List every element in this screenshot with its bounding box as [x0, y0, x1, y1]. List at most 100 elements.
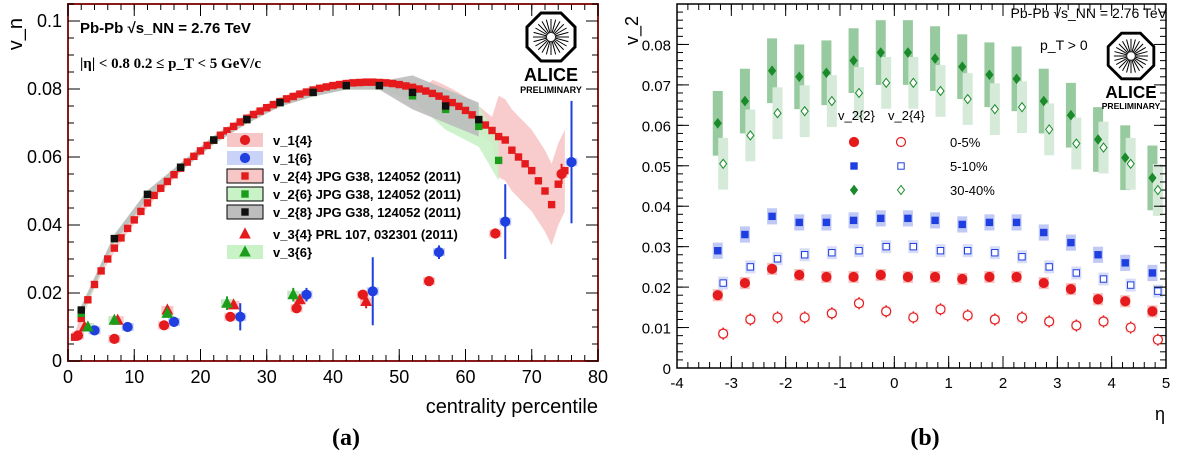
- 30-40-v22-point: [1012, 73, 1021, 85]
- legend-marker-v22: [849, 184, 859, 196]
- v-2-4-jpg-g38-124052-2011-point: [110, 244, 119, 252]
- x-tick-label: 60: [455, 367, 475, 387]
- v-3-4-prl-107-032301-2011-point: [360, 294, 372, 306]
- 5-10-v22-point: [985, 218, 994, 227]
- 5-10-v22-point: [1067, 238, 1075, 247]
- 30-40-v22-point: [822, 67, 831, 79]
- v-2-4-jpg-g38-124052-2011-point: [521, 160, 529, 168]
- v-2-4-jpg-g38-124052-2011-point: [229, 122, 238, 131]
- 0-5-v24-point: [1152, 334, 1163, 345]
- 5-10-v22-point: [795, 218, 803, 227]
- alice-logo-ray: [551, 19, 557, 34]
- v-2-4-jpg-g38-124052-2011-point: [329, 81, 337, 90]
- v-1-6-point: [433, 247, 445, 258]
- alice-logo-ray: [535, 38, 548, 47]
- v-1-4-point: [423, 276, 435, 287]
- legend-label-30-40: 30-40%: [950, 183, 995, 198]
- v-3-6-point: [161, 306, 174, 318]
- 0-5-v22-point: [766, 263, 778, 275]
- alice-logo-ray: [1131, 59, 1136, 73]
- alice-logo-ray: [1118, 43, 1129, 54]
- legend-header-v24: v_2{4}: [888, 108, 926, 123]
- panel-b-header: Pb-Pb √s_NN = 2.76 TeV: [1011, 5, 1168, 21]
- alice-logo-ray: [1126, 59, 1131, 73]
- v-2-4-jpg-g38-124052-2011-point: [508, 146, 516, 154]
- 30-40-v24-point: [990, 103, 999, 115]
- y-tick-label: 0.06: [642, 118, 671, 135]
- v-2-4-jpg-g38-124052-2011-point: [183, 158, 191, 166]
- v-2-4-jpg-g38-124052-2011-point: [130, 216, 138, 224]
- y-tick-label: 0.03: [642, 240, 671, 257]
- v-3-6-point: [221, 296, 233, 308]
- 5-10-v24-point: [882, 242, 890, 251]
- v-2-4-jpg-g38-124052-2011-point: [123, 224, 132, 233]
- legend-marker-v24: [897, 162, 905, 170]
- 5-10-v24-point: [1099, 275, 1108, 283]
- 0-5-v22-point: [1065, 284, 1077, 295]
- alice-logo-ray: [1122, 40, 1130, 53]
- alice-logo-ray: [1134, 51, 1148, 56]
- 0-5-v22-point: [984, 271, 995, 283]
- x-tick-label: 0: [63, 367, 73, 387]
- y-tick-label: 0.02: [642, 280, 671, 297]
- v-2-4-jpg-g38-124052-2011-point: [322, 83, 331, 91]
- x-axis-label-b: η: [1155, 404, 1165, 424]
- alice-logo-ray: [1134, 57, 1147, 65]
- v-2-4-jpg-g38-124052-2011-point: [541, 187, 549, 195]
- 0-5-v24-point: [1125, 322, 1136, 333]
- alice-logo-ray: [1115, 57, 1128, 65]
- v-2-4-jpg-g38-124052-2011-point: [382, 79, 390, 87]
- v-1-6-point: [367, 286, 378, 297]
- v-2-4-jpg-g38-124052-2011-point: [388, 79, 397, 88]
- v-2-8-jpg-g38-124052-2011-point: [243, 115, 251, 124]
- v-2-4-jpg-g38-124052-2011-point: [256, 107, 264, 115]
- y-tick-label: 0.04: [27, 215, 62, 235]
- 30-40-v24-point: [827, 95, 836, 107]
- v-2-8-jpg-g38-124052-2011-point: [342, 81, 350, 90]
- v-1-6-point: [168, 316, 180, 327]
- x-tick-label: 20: [190, 367, 210, 387]
- 0-5-v22-point: [739, 277, 751, 289]
- 0-5-v24-point: [718, 328, 729, 339]
- 30-40-v24-point: [1126, 158, 1135, 170]
- 0-5-v24-point: [826, 308, 837, 319]
- x-tick-label: 70: [522, 367, 542, 387]
- x-tick-label: 50: [389, 367, 409, 387]
- 5-10-v24-point: [936, 247, 945, 255]
- legend-marker-v24: [896, 184, 906, 196]
- v-1-6-point: [500, 216, 511, 227]
- x-tick-label: 40: [323, 367, 343, 387]
- data-points-a: [70, 78, 578, 344]
- v-2-8-jpg-g38-124052-2011-point: [276, 98, 284, 107]
- 0-5-v22-point: [1092, 294, 1104, 305]
- v-2-4-jpg-g38-124052-2011-point: [435, 92, 443, 100]
- v-2-4-jpg-g38-124052-2011-point: [528, 166, 536, 175]
- v-2-4-jpg-g38-124052-2011-point: [97, 267, 105, 275]
- v-2-4-jpg-g38-124052-2011-point: [561, 166, 569, 175]
- v-2-4-jpg-g38-124052-2011-point: [428, 89, 437, 98]
- y-tick-label: 0.06: [27, 147, 62, 167]
- legend-marker: [239, 245, 251, 257]
- alice-logo-ray: [552, 21, 561, 34]
- 30-40-v22-point: [1148, 172, 1157, 184]
- legend-marker: [239, 134, 251, 146]
- alice-logo-ray: [554, 37, 569, 43]
- v-2-8-jpg-g38-124052-2011-point: [210, 136, 218, 144]
- x-axis-label-a: centrality percentile: [426, 396, 598, 418]
- v-2-8-jpg-g38-124052-2011-point: [441, 102, 450, 110]
- 30-40-v22-point: [740, 95, 750, 107]
- alice-logo-ray: [533, 37, 548, 43]
- alice-logo-ray: [1115, 47, 1128, 55]
- x-tick-label: 10: [124, 367, 144, 387]
- alice-logo-ray: [552, 40, 561, 53]
- v-2-4-jpg-g38-124052-2011-point: [196, 147, 205, 155]
- alice-logo-ray: [554, 31, 569, 37]
- legend-label-v-1-6: v_1{6}: [273, 151, 312, 166]
- 0-5-v24-point: [1071, 320, 1082, 331]
- panel-b-caption: (b): [910, 425, 939, 451]
- v-2-4-jpg-g38-124052-2011-point: [362, 78, 370, 86]
- v-2-4-jpg-g38-124052-2011-point: [84, 296, 92, 304]
- v-2-4-jpg-g38-124052-2011-point: [349, 79, 357, 87]
- alice-logo-ray: [1114, 56, 1128, 61]
- legend-b: 0-5% 5-10% 30-40%: [848, 135, 995, 198]
